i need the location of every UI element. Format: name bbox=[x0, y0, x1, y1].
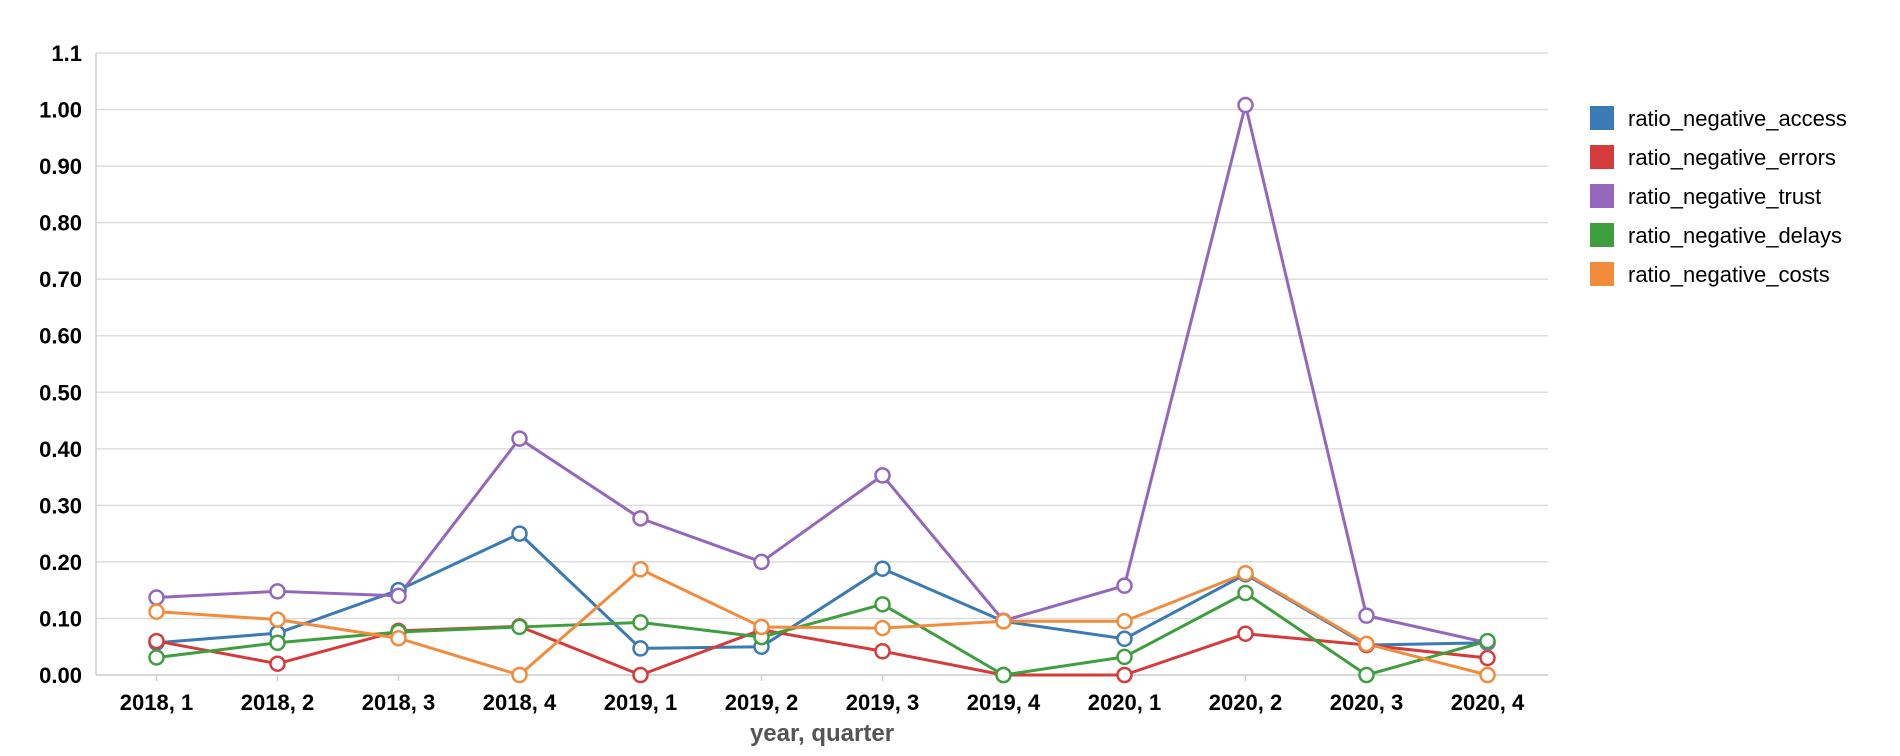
x-axis-title: year, quarter bbox=[750, 720, 894, 747]
data-point-ratio_negative_delays[interactable] bbox=[1479, 632, 1496, 650]
y-tick-label: 0.20 bbox=[39, 550, 82, 575]
legend-swatch bbox=[1590, 184, 1614, 208]
data-point-ratio_negative_errors[interactable] bbox=[269, 655, 286, 672]
data-point-ratio_negative_access[interactable] bbox=[511, 525, 528, 542]
data-point-ratio_negative_access[interactable] bbox=[874, 560, 891, 577]
y-tick-label: 0.70 bbox=[39, 267, 82, 292]
data-point-ratio_negative_trust[interactable] bbox=[632, 510, 649, 527]
y-tick-label: 0.00 bbox=[39, 663, 82, 688]
data-point-ratio_negative_costs[interactable] bbox=[1358, 635, 1375, 653]
legend-label: ratio_negative_errors bbox=[1628, 145, 1836, 170]
data-point-ratio_negative_errors[interactable] bbox=[1479, 649, 1496, 667]
legend-swatch bbox=[1590, 145, 1614, 169]
y-tick-label: 0.30 bbox=[39, 493, 82, 518]
x-tick-label: 2019, 3 bbox=[846, 690, 919, 715]
data-point-ratio_negative_access[interactable] bbox=[632, 640, 649, 657]
x-axis: 2018, 1 2018, 2 2018, 3 2018, 4 2019, 1 2019,… bbox=[96, 674, 1548, 747]
legend-label: ratio_negative_access bbox=[1628, 106, 1847, 131]
data-point-ratio_negative_trust[interactable] bbox=[1237, 96, 1254, 114]
data-point-ratio_negative_costs[interactable] bbox=[1237, 564, 1254, 582]
y-axis: 0.00 0.10 0.20 0.30 0.40 0.50 0.60 0.70 0.80 0.90… bbox=[39, 41, 97, 688]
data-point-ratio_negative_trust[interactable] bbox=[148, 589, 165, 606]
legend-label: ratio_negative_trust bbox=[1628, 184, 1821, 209]
legend-item-ratio_negative_access[interactable]: ratio_negative_access bbox=[1590, 106, 1847, 131]
data-point-ratio_negative_delays[interactable] bbox=[148, 649, 165, 666]
series-line-ratio_negative_costs bbox=[156, 567, 1488, 677]
legend-item-ratio_negative_errors[interactable]: ratio_negative_errors bbox=[1590, 145, 1836, 170]
legend-label: ratio_negative_delays bbox=[1628, 223, 1842, 248]
legend-swatch bbox=[1590, 262, 1614, 286]
data-point-ratio_negative_costs[interactable] bbox=[753, 618, 770, 636]
series-line-ratio_negative_trust bbox=[156, 103, 1488, 645]
data-point-ratio_negative_costs[interactable] bbox=[1479, 666, 1496, 684]
x-tick-label: 2019, 4 bbox=[967, 690, 1041, 715]
y-tick-label: 0.60 bbox=[39, 324, 82, 349]
data-point-ratio_negative_access[interactable] bbox=[1116, 630, 1133, 648]
x-tick-label: 2018, 2 bbox=[241, 690, 314, 715]
data-point-ratio_negative_delays[interactable] bbox=[511, 618, 528, 636]
legend-item-ratio_negative_costs[interactable]: ratio_negative_costs bbox=[1590, 262, 1830, 287]
y-tick-label: 1.00 bbox=[39, 98, 82, 123]
data-point-ratio_negative_costs[interactable] bbox=[632, 561, 649, 578]
y-tick-label: 0.50 bbox=[39, 380, 82, 405]
data-point-ratio_negative_costs[interactable] bbox=[511, 666, 528, 684]
data-point-ratio_negative_costs[interactable] bbox=[995, 613, 1012, 630]
x-tick-label: 2018, 4 bbox=[483, 690, 557, 715]
data-point-ratio_negative_errors[interactable] bbox=[1237, 625, 1254, 642]
data-point-ratio_negative_delays[interactable] bbox=[269, 634, 286, 652]
data-point-ratio_negative_delays[interactable] bbox=[1358, 666, 1375, 684]
x-tick-label: 2020, 3 bbox=[1330, 690, 1403, 715]
data-point-ratio_negative_trust[interactable] bbox=[753, 553, 770, 571]
data-point-ratio_negative_delays[interactable] bbox=[1116, 648, 1133, 666]
data-point-ratio_negative_delays[interactable] bbox=[632, 614, 649, 631]
data-point-ratio_negative_costs[interactable] bbox=[148, 603, 165, 620]
x-tick-label: 2018, 1 bbox=[120, 690, 193, 715]
x-tick-label: 2018, 3 bbox=[362, 690, 435, 715]
series-line-ratio_negative_errors bbox=[156, 624, 1488, 677]
gridlines bbox=[96, 52, 1548, 676]
x-tick-label: 2019, 1 bbox=[604, 690, 677, 715]
data-point-ratio_negative_delays[interactable] bbox=[995, 666, 1012, 684]
data-point-ratio_negative_delays[interactable] bbox=[874, 596, 891, 613]
x-tick-label: 2020, 4 bbox=[1451, 690, 1525, 715]
legend-label: ratio_negative_costs bbox=[1628, 262, 1830, 287]
data-point-ratio_negative_errors[interactable] bbox=[1116, 666, 1133, 684]
data-point-ratio_negative_trust[interactable] bbox=[874, 467, 891, 484]
x-tick-label: 2019, 2 bbox=[725, 690, 798, 715]
data-point-ratio_negative_errors[interactable] bbox=[874, 643, 891, 660]
series-group bbox=[148, 96, 1496, 684]
data-point-ratio_negative_trust[interactable] bbox=[390, 587, 407, 605]
data-point-ratio_negative_errors[interactable] bbox=[632, 666, 649, 684]
data-point-ratio_negative_trust[interactable] bbox=[1116, 577, 1133, 594]
data-point-ratio_negative_costs[interactable] bbox=[269, 611, 286, 628]
data-point-ratio_negative_errors[interactable] bbox=[148, 632, 165, 650]
legend: ratio_negative_access ratio_negative_erro… bbox=[1590, 106, 1847, 287]
data-point-ratio_negative_delays[interactable] bbox=[1237, 584, 1254, 602]
y-tick-label: 0.90 bbox=[39, 154, 82, 179]
data-point-ratio_negative_trust[interactable] bbox=[269, 583, 286, 600]
legend-item-ratio_negative_delays[interactable]: ratio_negative_delays bbox=[1590, 223, 1842, 248]
data-point-ratio_negative_costs[interactable] bbox=[874, 619, 891, 637]
x-tick-label: 2020, 1 bbox=[1088, 690, 1161, 715]
legend-swatch bbox=[1590, 223, 1614, 247]
y-tick-label: 0.40 bbox=[39, 437, 82, 462]
data-point-ratio_negative_trust[interactable] bbox=[511, 430, 528, 447]
legend-swatch bbox=[1590, 106, 1614, 130]
y-tick-label: 0.80 bbox=[39, 211, 82, 236]
y-tick-label: 1.1 bbox=[51, 41, 82, 66]
x-tick-label: 2020, 2 bbox=[1209, 690, 1282, 715]
data-point-ratio_negative_trust[interactable] bbox=[1358, 607, 1375, 624]
data-point-ratio_negative_costs[interactable] bbox=[390, 629, 407, 647]
data-point-ratio_negative_costs[interactable] bbox=[1116, 613, 1133, 630]
y-tick-label: 0.10 bbox=[39, 606, 82, 631]
legend-item-ratio_negative_trust[interactable]: ratio_negative_trust bbox=[1590, 184, 1821, 209]
